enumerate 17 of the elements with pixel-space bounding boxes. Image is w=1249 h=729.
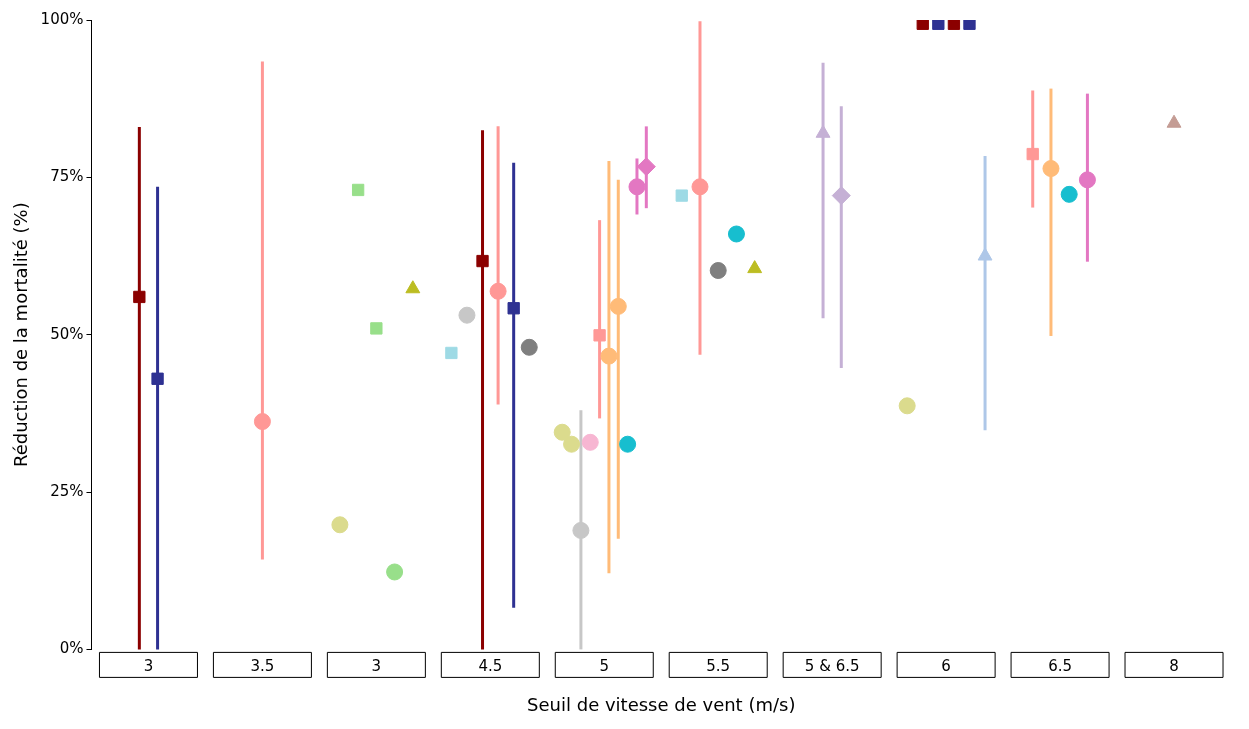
x-tick-label: 5.5 — [706, 657, 731, 676]
x-tick-label: 6 — [941, 657, 951, 676]
x-tick-label: 6.5 — [1048, 657, 1072, 676]
x-tick-label: 8 — [1169, 657, 1179, 676]
x-tick-label: 4.5 — [478, 657, 503, 676]
x-tick-label: 5 & 6.5 — [804, 657, 860, 676]
x-tick-label: 3 — [143, 657, 154, 676]
y-tick-label: 100% — [40, 9, 84, 28]
x-tick-label: 3.5 — [250, 657, 275, 676]
y-tick-label: 0% — [59, 639, 84, 658]
y-tick-label: 25% — [50, 481, 84, 500]
y-tick-label: 50% — [50, 324, 84, 343]
y-tick-label: 75% — [50, 167, 84, 186]
y-axis-title: Réduction de la mortalité (%) — [10, 202, 32, 468]
x-axis-title: Seuil de vitesse de vent (m/s) — [527, 693, 796, 715]
x-tick-label: 3 — [371, 657, 382, 676]
x-tick-label: 5 — [599, 657, 610, 676]
